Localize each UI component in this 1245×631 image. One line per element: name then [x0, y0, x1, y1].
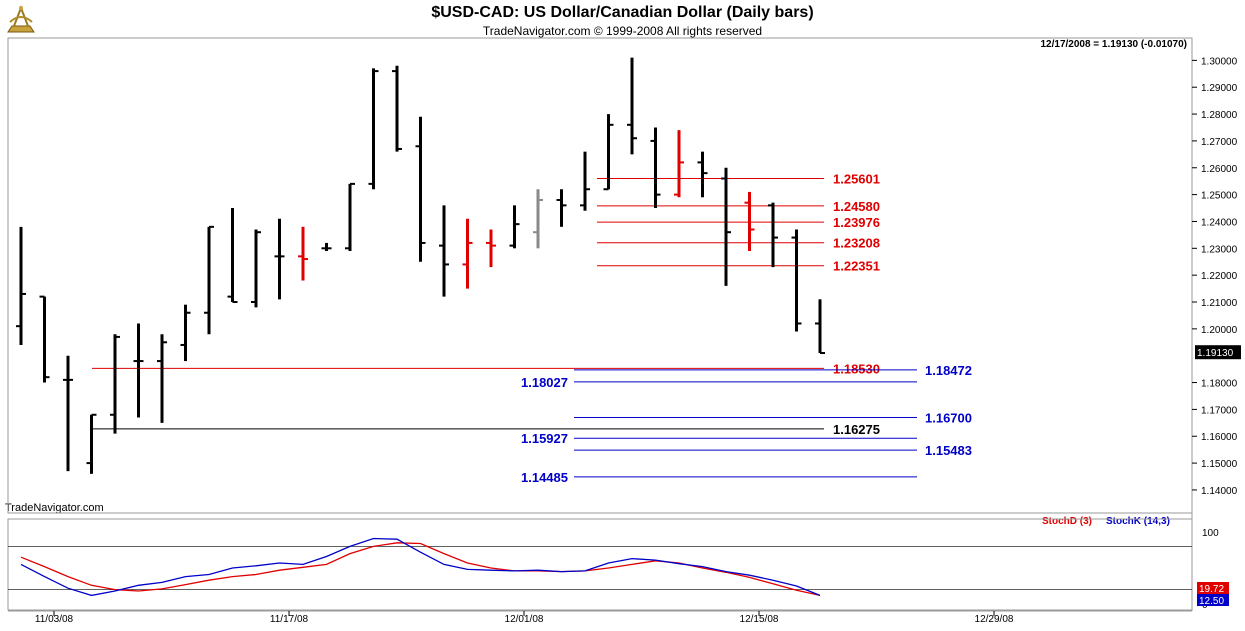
last-price-label: 1.19130 — [1197, 348, 1234, 359]
level-label: 1.16700 — [925, 410, 972, 425]
stochk-line — [20, 537, 821, 597]
last-price-box — [1195, 345, 1241, 360]
level-label: 1.18472 — [925, 363, 972, 378]
x-tick-label: 12/01/08 — [505, 614, 544, 625]
level-label: 1.15483 — [925, 443, 972, 458]
level-label: 1.22351 — [833, 259, 880, 274]
level-label: 1.23208 — [833, 236, 880, 251]
y-tick-label: 1.21000 — [1201, 298, 1238, 309]
y-tick-label: 1.22000 — [1201, 271, 1238, 282]
y-tick-label: 1.17000 — [1201, 405, 1238, 416]
y-tick-label: 1.26000 — [1201, 164, 1238, 175]
level-label: 1.14485 — [521, 470, 568, 485]
y-tick-label: 1.20000 — [1201, 325, 1238, 336]
y-tick-label: 1.18000 — [1201, 379, 1238, 390]
level-label: 1.24580 — [833, 199, 880, 214]
y-tick-label: 1.25000 — [1201, 191, 1238, 202]
level-label: 1.23976 — [833, 215, 880, 230]
level-label: 1.18530 — [833, 361, 880, 376]
watermark: TradeNavigator.com — [5, 502, 104, 514]
y-tick-label: 1.15000 — [1201, 459, 1238, 470]
level-label: 1.16275 — [833, 422, 880, 437]
y-tick-label: 1.14000 — [1201, 486, 1238, 497]
sextant-logo-icon — [4, 4, 38, 36]
legend-stochd: StochD (3) — [1042, 516, 1092, 527]
x-tick-label: 11/03/08 — [35, 614, 74, 625]
y-tick-label: 1.29000 — [1201, 83, 1238, 94]
stochd-last-box — [1197, 582, 1229, 594]
stochd-line — [20, 542, 821, 597]
y-tick-label: 1.28000 — [1201, 110, 1238, 121]
stochk-last-box — [1197, 594, 1229, 606]
level-label: 1.15927 — [521, 431, 568, 446]
stochd-last-label: 19.72 — [1199, 584, 1224, 595]
x-tick-label: 12/15/08 — [740, 614, 779, 625]
level-label: 1.18027 — [521, 375, 568, 390]
x-tick-label: 12/29/08 — [975, 614, 1014, 625]
stochk-last-label: 12.50 — [1199, 596, 1224, 607]
y-tick-label: 1.27000 — [1201, 137, 1238, 148]
x-tick-label: 11/17/08 — [270, 614, 309, 625]
stoch-panel-frame — [7, 518, 1193, 611]
y-tick-label: 1.16000 — [1201, 432, 1238, 443]
y-tick-label: 1.23000 — [1201, 244, 1238, 255]
level-label: 1.25601 — [833, 171, 880, 186]
chart-title: $USD-CAD: US Dollar/Canadian Dollar (Dai… — [431, 4, 814, 21]
chart-subtitle: TradeNavigator.com © 1999-2008 All right… — [482, 24, 763, 38]
price-panel-frame — [7, 37, 1193, 514]
y-tick-label: 1.24000 — [1201, 217, 1238, 228]
price-readout: 12/17/2008 = 1.19130 (-0.01070) — [1040, 39, 1187, 50]
stoch-y-tick-label: 100 — [1202, 528, 1219, 539]
legend-stochk: StochK (14,3) — [1106, 516, 1170, 527]
y-tick-label: 1.30000 — [1201, 56, 1238, 67]
